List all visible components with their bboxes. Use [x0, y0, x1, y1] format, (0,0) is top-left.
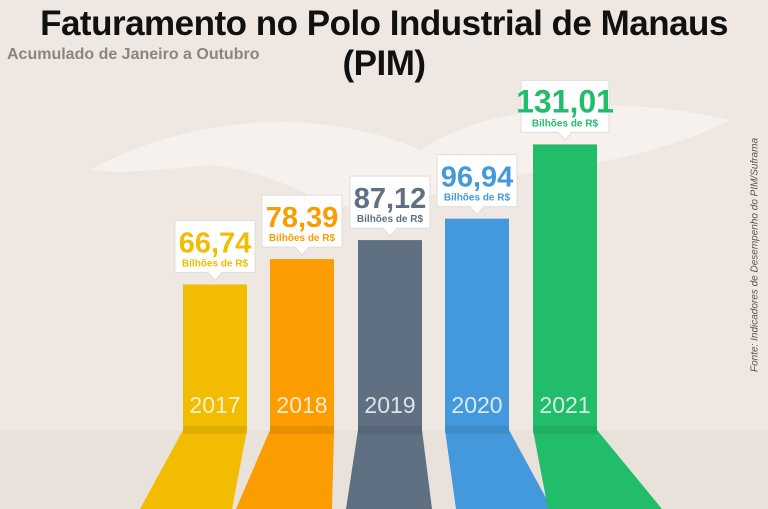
year-label-2018: 2018: [276, 392, 327, 418]
bar-floor-2018: [236, 430, 334, 509]
bar-2021: [533, 144, 597, 430]
bar-2019: [358, 240, 422, 430]
value-callout: [349, 175, 431, 237]
year-label-2021: 2021: [539, 392, 590, 418]
bar-shadow: [183, 426, 247, 434]
value-label-2020: 96,94: [441, 162, 514, 194]
unit-label: Bilhões de R$: [269, 233, 336, 244]
value-label-2021: 131,01: [516, 83, 614, 119]
value-label-2017: 66,74: [179, 228, 252, 260]
unit-label: Bilhões de R$: [182, 259, 249, 270]
year-label-2020: 2020: [451, 392, 502, 418]
bar-shadow: [358, 426, 422, 434]
unit-label: Bilhões de R$: [444, 193, 511, 204]
bar-shadow: [270, 426, 334, 434]
value-callout: [520, 79, 610, 142]
bar-floor-2019: [346, 430, 432, 509]
bar-2017: [183, 284, 247, 430]
bar-shadow: [533, 426, 597, 434]
bar-2018: [270, 259, 334, 430]
year-label-2019: 2019: [364, 392, 415, 418]
chart-subtitle: Acumulado de Janeiro a Outubro: [7, 46, 260, 63]
value-callout: [436, 154, 518, 216]
bar-shadow: [445, 426, 509, 434]
chart-title: Faturamento no Polo Industrial de Manaus…: [40, 4, 728, 83]
unit-label: Bilhões de R$: [532, 118, 599, 129]
value-callout: [261, 194, 343, 256]
unit-label: Bilhões de R$: [357, 214, 424, 225]
source-note: Fonte: Indicadores de Desempenho do PIM/…: [749, 137, 761, 373]
bar-2020: [445, 218, 509, 430]
value-label-2019: 87,12: [354, 183, 427, 215]
year-label-2017: 2017: [189, 392, 240, 418]
bar-floor-2020: [445, 430, 552, 509]
value-label-2018: 78,39: [266, 202, 339, 234]
bar-floor-2021: [533, 430, 662, 509]
value-callout: [174, 220, 256, 282]
bar-floor-2017: [140, 430, 247, 509]
